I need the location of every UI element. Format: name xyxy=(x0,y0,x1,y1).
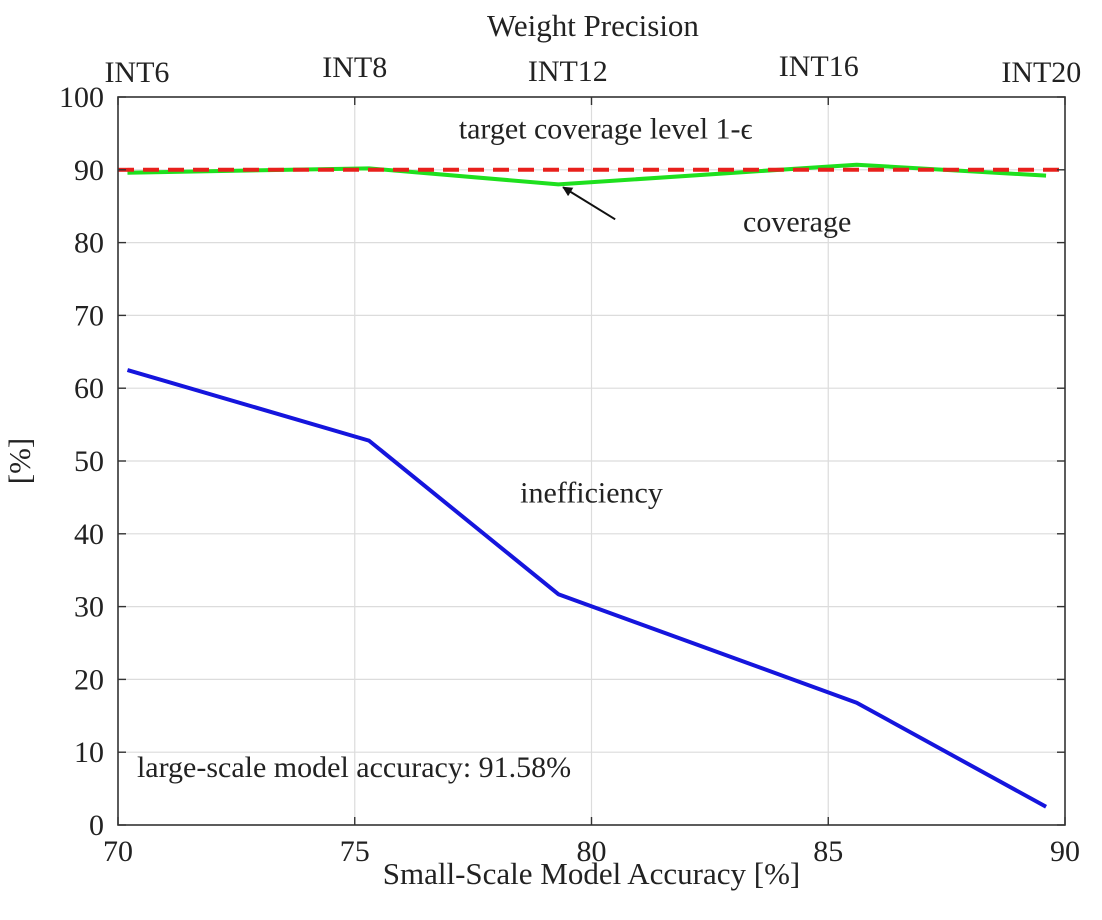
x-tick-label: 80 xyxy=(577,835,607,868)
y-tick-label: 50 xyxy=(74,445,104,478)
y-tick-label: 30 xyxy=(74,591,104,624)
y-tick-label: 40 xyxy=(74,518,104,551)
annotations: target coverage level 1-ϵ coverage ineffic… xyxy=(137,112,851,783)
top-tick-label: INT8 xyxy=(322,51,387,84)
x-tick-label: 75 xyxy=(340,835,370,868)
annotation-target: target coverage level 1-ϵ xyxy=(459,112,753,145)
y-tick-label: 0 xyxy=(89,809,104,842)
top-tick-label: INT16 xyxy=(779,50,859,83)
series-line-inefficiency xyxy=(126,368,1048,809)
y-tick-label: 70 xyxy=(74,299,104,332)
annotation-coverage: coverage xyxy=(743,206,851,239)
top-tick-label: INT6 xyxy=(104,56,169,89)
x-tick-label: 90 xyxy=(1050,835,1080,868)
annotation-arrow xyxy=(562,186,616,221)
y-tick-label: 10 xyxy=(74,736,104,769)
y-tick-label: 60 xyxy=(74,372,104,405)
annotation-accuracy: large-scale model accuracy: 91.58% xyxy=(137,751,571,784)
y-axis-title: [%] xyxy=(2,438,37,484)
top-tick-label: INT12 xyxy=(528,55,608,88)
x-axis-title: Small-Scale Model Accuracy [%] xyxy=(383,856,801,891)
x-tick-label: 70 xyxy=(103,835,133,868)
y-tick-label: 20 xyxy=(74,663,104,696)
annotation-inefficiency: inefficiency xyxy=(520,476,663,509)
series-line-coverage xyxy=(127,162,1047,187)
y-tick-label: 90 xyxy=(74,154,104,187)
y-tick-label: 100 xyxy=(59,81,104,114)
series-layer xyxy=(118,162,1065,809)
top-tick-label: INT20 xyxy=(1001,56,1081,89)
grid xyxy=(118,97,1065,825)
x-tick-label: 85 xyxy=(813,835,843,868)
top-axis-title: Weight Precision xyxy=(487,8,699,43)
y-tick-label: 80 xyxy=(74,227,104,260)
